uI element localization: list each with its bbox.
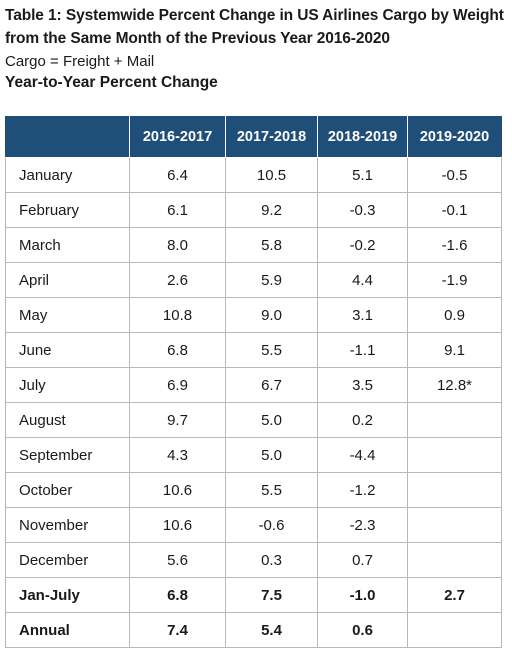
value-cell: 7.5 (225, 577, 318, 613)
document: Table 1: Systemwide Percent Change in US… (5, 7, 504, 648)
table-row-summary-annual: Annual 7.4 5.4 0.6 (5, 612, 502, 648)
value-cell: 9.7 (129, 402, 226, 438)
month-cell: February (5, 192, 130, 228)
table-row: June 6.8 5.5 -1.1 9.1 (5, 332, 502, 368)
value-cell: 2.7 (407, 577, 502, 613)
table-row: April 2.6 5.9 4.4 -1.9 (5, 262, 502, 298)
value-cell: 10.5 (225, 157, 318, 193)
value-cell: 6.8 (129, 332, 226, 368)
value-cell: 9.1 (407, 332, 502, 368)
table-row: October 10.6 5.5 -1.2 (5, 472, 502, 508)
table-row: January 6.4 10.5 5.1 -0.5 (5, 157, 502, 193)
header-2018-2019: 2018-2019 (317, 116, 408, 158)
value-cell: -0.3 (317, 192, 408, 228)
month-cell: July (5, 367, 130, 403)
value-cell: 5.9 (225, 262, 318, 298)
value-cell: 0.2 (317, 402, 408, 438)
value-cell: 10.6 (129, 507, 226, 543)
summary-label-cell: Annual (5, 612, 130, 648)
table-row-summary-jan-july: Jan-July 6.8 7.5 -1.0 2.7 (5, 577, 502, 613)
value-cell: 5.5 (225, 472, 318, 508)
month-cell: November (5, 507, 130, 543)
month-cell: April (5, 262, 130, 298)
value-cell: 3.1 (317, 297, 408, 333)
value-cell (407, 612, 502, 648)
table-row: July 6.9 6.7 3.5 12.8* (5, 367, 502, 403)
value-cell: -2.3 (317, 507, 408, 543)
value-cell: 5.6 (129, 542, 226, 578)
summary-label-cell: Jan-July (5, 577, 130, 613)
table-row: December 5.6 0.3 0.7 (5, 542, 502, 578)
value-cell: 9.0 (225, 297, 318, 333)
table-header-row: 2016-2017 2017-2018 2018-2019 2019-2020 (5, 116, 502, 158)
month-cell: August (5, 402, 130, 438)
value-cell: -1.0 (317, 577, 408, 613)
value-cell: 7.4 (129, 612, 226, 648)
table-row: March 8.0 5.8 -0.2 -1.6 (5, 227, 502, 263)
table-row: August 9.7 5.0 0.2 (5, 402, 502, 438)
value-cell: -0.6 (225, 507, 318, 543)
value-cell: 8.0 (129, 227, 226, 263)
value-cell: 9.2 (225, 192, 318, 228)
value-cell: 6.1 (129, 192, 226, 228)
month-cell: May (5, 297, 130, 333)
value-cell: 5.4 (225, 612, 318, 648)
month-cell: December (5, 542, 130, 578)
table-row: September 4.3 5.0 -4.4 (5, 437, 502, 473)
table-row: November 10.6 -0.6 -2.3 (5, 507, 502, 543)
value-cell (407, 437, 502, 473)
value-cell: 5.1 (317, 157, 408, 193)
value-cell: -4.4 (317, 437, 408, 473)
month-cell: March (5, 227, 130, 263)
month-cell: January (5, 157, 130, 193)
value-cell (407, 507, 502, 543)
value-cell: 0.7 (317, 542, 408, 578)
value-cell (407, 402, 502, 438)
value-cell: 3.5 (317, 367, 408, 403)
value-cell: 5.8 (225, 227, 318, 263)
value-cell: 12.8* (407, 367, 502, 403)
cargo-percent-change-table: 2016-2017 2017-2018 2018-2019 2019-2020 … (5, 116, 502, 648)
value-cell: 0.9 (407, 297, 502, 333)
table-title-continued: from the Same Month of the Previous Year… (5, 30, 390, 47)
table-row: February 6.1 9.2 -0.3 -0.1 (5, 192, 502, 228)
value-cell: 4.3 (129, 437, 226, 473)
month-cell: September (5, 437, 130, 473)
month-cell: June (5, 332, 130, 368)
header-2017-2018: 2017-2018 (225, 116, 318, 158)
value-cell: -0.2 (317, 227, 408, 263)
cargo-definition: Cargo = Freight + Mail (5, 53, 155, 70)
value-cell: -1.1 (317, 332, 408, 368)
value-cell: -1.9 (407, 262, 502, 298)
header-2016-2017: 2016-2017 (129, 116, 226, 158)
value-cell: 6.8 (129, 577, 226, 613)
header-2019-2020: 2019-2020 (407, 116, 502, 158)
value-cell: 6.7 (225, 367, 318, 403)
value-cell: 6.4 (129, 157, 226, 193)
month-cell: October (5, 472, 130, 508)
value-cell: 5.5 (225, 332, 318, 368)
value-cell: -0.1 (407, 192, 502, 228)
value-cell: 0.6 (317, 612, 408, 648)
value-cell: -0.5 (407, 157, 502, 193)
table-title: Table 1: Systemwide Percent Change in US… (5, 7, 504, 24)
value-cell (407, 472, 502, 508)
value-cell: -1.6 (407, 227, 502, 263)
value-cell: 5.0 (225, 402, 318, 438)
value-cell: -1.2 (317, 472, 408, 508)
section-heading: Year-to-Year Percent Change (5, 74, 218, 91)
value-cell: 0.3 (225, 542, 318, 578)
header-month (5, 116, 130, 158)
value-cell: 10.6 (129, 472, 226, 508)
value-cell (407, 542, 502, 578)
table-row: May 10.8 9.0 3.1 0.9 (5, 297, 502, 333)
value-cell: 4.4 (317, 262, 408, 298)
value-cell: 10.8 (129, 297, 226, 333)
value-cell: 6.9 (129, 367, 226, 403)
value-cell: 2.6 (129, 262, 226, 298)
value-cell: 5.0 (225, 437, 318, 473)
